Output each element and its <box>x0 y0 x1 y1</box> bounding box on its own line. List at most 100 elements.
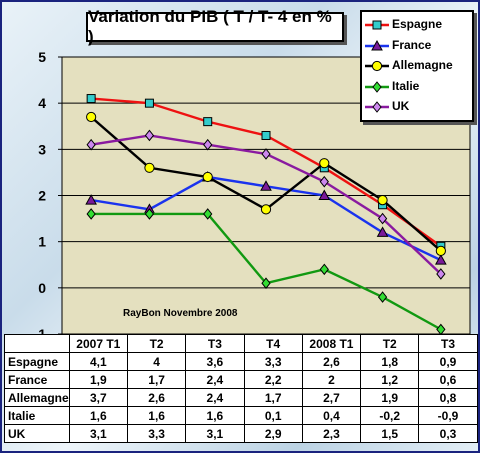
data-point <box>86 111 97 123</box>
data-label: 1,6 <box>126 406 187 425</box>
data-label: 0,1 <box>243 406 303 425</box>
legend-label: Allemagne <box>392 58 453 72</box>
legend-item-allemagne: Allemagne <box>362 57 472 75</box>
data-label: 2,4 <box>185 370 245 389</box>
data-label: 2,2 <box>243 370 303 389</box>
data-point <box>319 175 329 188</box>
data-label: 3,3 <box>243 352 303 371</box>
data-point <box>435 254 447 265</box>
data-point <box>202 171 213 183</box>
data-label: -0,2 <box>360 406 420 425</box>
data-label: 1,7 <box>243 388 303 407</box>
y-tick-label: 2 <box>38 188 46 204</box>
x-category-label: T2 <box>360 334 420 353</box>
y-axis-ticks: -1012345 <box>34 49 62 342</box>
data-point <box>261 130 271 140</box>
x-category-label: 2007 T1 <box>68 334 128 353</box>
row-label: France <box>4 370 70 389</box>
data-label: 1,8 <box>360 352 420 371</box>
data-point <box>260 180 272 191</box>
data-label: 2,7 <box>301 388 362 407</box>
data-label: 1,9 <box>360 388 420 407</box>
legend-swatch <box>365 39 389 50</box>
legend-marker <box>372 101 382 113</box>
data-table: 2007 T1 T2 T3 T4 2008 T1 T2 T3 Espagne 4,1 4 3,6 3… <box>4 334 478 443</box>
data-point <box>86 94 96 104</box>
table-header-row: 2007 T1 T2 T3 T4 2008 T1 T2 T3 <box>4 334 478 353</box>
data-point <box>260 204 272 215</box>
table-row: Espagne 4,1 4 3,6 3,3 2,6 1,8 0,9 <box>4 352 478 371</box>
legend-swatch <box>365 101 389 113</box>
data-label: 4 <box>126 352 187 371</box>
legend-marker <box>372 80 382 93</box>
data-label: 3,3 <box>126 424 187 443</box>
legend-swatch <box>365 20 389 30</box>
data-point <box>203 208 213 220</box>
data-point <box>144 162 155 173</box>
row-label: Allemagne <box>4 388 70 407</box>
data-label: 1,2 <box>360 370 420 389</box>
data-label: 2,3 <box>301 424 362 443</box>
series-allemagne <box>86 111 446 256</box>
data-label: -0,9 <box>418 406 478 425</box>
data-label: 1,7 <box>126 370 187 389</box>
y-tick-label: 4 <box>38 95 46 111</box>
legend-item-france: France <box>362 37 472 55</box>
x-category-label: T3 <box>418 334 478 353</box>
x-category-label: T4 <box>243 334 303 353</box>
chart-title-box: Variation du PIB ( T / T- 4 en % ) <box>86 7 344 46</box>
data-point <box>436 268 446 280</box>
data-point <box>377 291 388 303</box>
data-label: 0,9 <box>418 352 478 371</box>
data-label: 0,3 <box>418 424 478 443</box>
data-label: 1,6 <box>68 406 128 425</box>
data-label: 2,9 <box>243 424 303 443</box>
series-uk <box>86 129 446 280</box>
legend-swatch <box>365 80 389 93</box>
table-row: Italie 1,6 1,6 1,6 0,1 0,4 -0,2 -0,9 <box>4 406 478 425</box>
legend-label: Espagne <box>392 17 443 31</box>
data-point <box>86 138 96 151</box>
legend-item-italie: Italie <box>362 78 472 96</box>
data-label: 3,6 <box>185 352 245 371</box>
legend-marker <box>371 39 383 50</box>
x-category-label: T2 <box>126 334 187 353</box>
data-label: 1,9 <box>68 370 128 389</box>
data-point <box>319 158 330 169</box>
legend-item-espagne: Espagne <box>362 16 472 34</box>
chart-title: Variation du PIB ( T / T- 4 en % ) <box>88 7 332 46</box>
data-point <box>203 117 213 127</box>
x-category-label: T3 <box>185 334 245 353</box>
data-label: 4,1 <box>68 352 128 371</box>
data-label: 0,8 <box>418 388 478 407</box>
data-label: 2,6 <box>301 352 362 371</box>
data-point <box>144 98 154 108</box>
data-label: 3,7 <box>68 388 128 407</box>
row-label: Italie <box>4 406 70 425</box>
credit-annotation: RayBon Novembre 2008 <box>123 308 238 319</box>
data-label: 0,4 <box>301 406 362 425</box>
data-label: 1,6 <box>185 406 245 425</box>
row-label: UK <box>4 424 70 443</box>
data-point <box>377 212 388 225</box>
legend-marker <box>372 20 382 30</box>
data-point <box>261 277 271 290</box>
data-point <box>261 148 271 160</box>
data-label: 3,1 <box>185 424 245 443</box>
table-row: UK 3,1 3,3 3,1 2,9 2,3 1,5 0,3 <box>4 424 478 443</box>
table-corner-cell <box>4 334 70 353</box>
data-label: 2 <box>301 370 362 389</box>
legend: Espagne France Allemagne Italie UK <box>360 10 474 122</box>
data-label: 2,6 <box>126 388 187 407</box>
legend-label: France <box>392 37 432 52</box>
y-tick-label: 1 <box>38 234 46 250</box>
y-tick-label: 3 <box>38 141 46 157</box>
data-point <box>85 194 97 205</box>
data-label: 1,5 <box>360 424 420 443</box>
data-point <box>144 208 155 220</box>
data-point <box>318 189 331 200</box>
data-point <box>435 245 446 256</box>
data-point <box>377 195 388 206</box>
series-italie <box>86 208 446 336</box>
legend-marker <box>371 60 383 72</box>
